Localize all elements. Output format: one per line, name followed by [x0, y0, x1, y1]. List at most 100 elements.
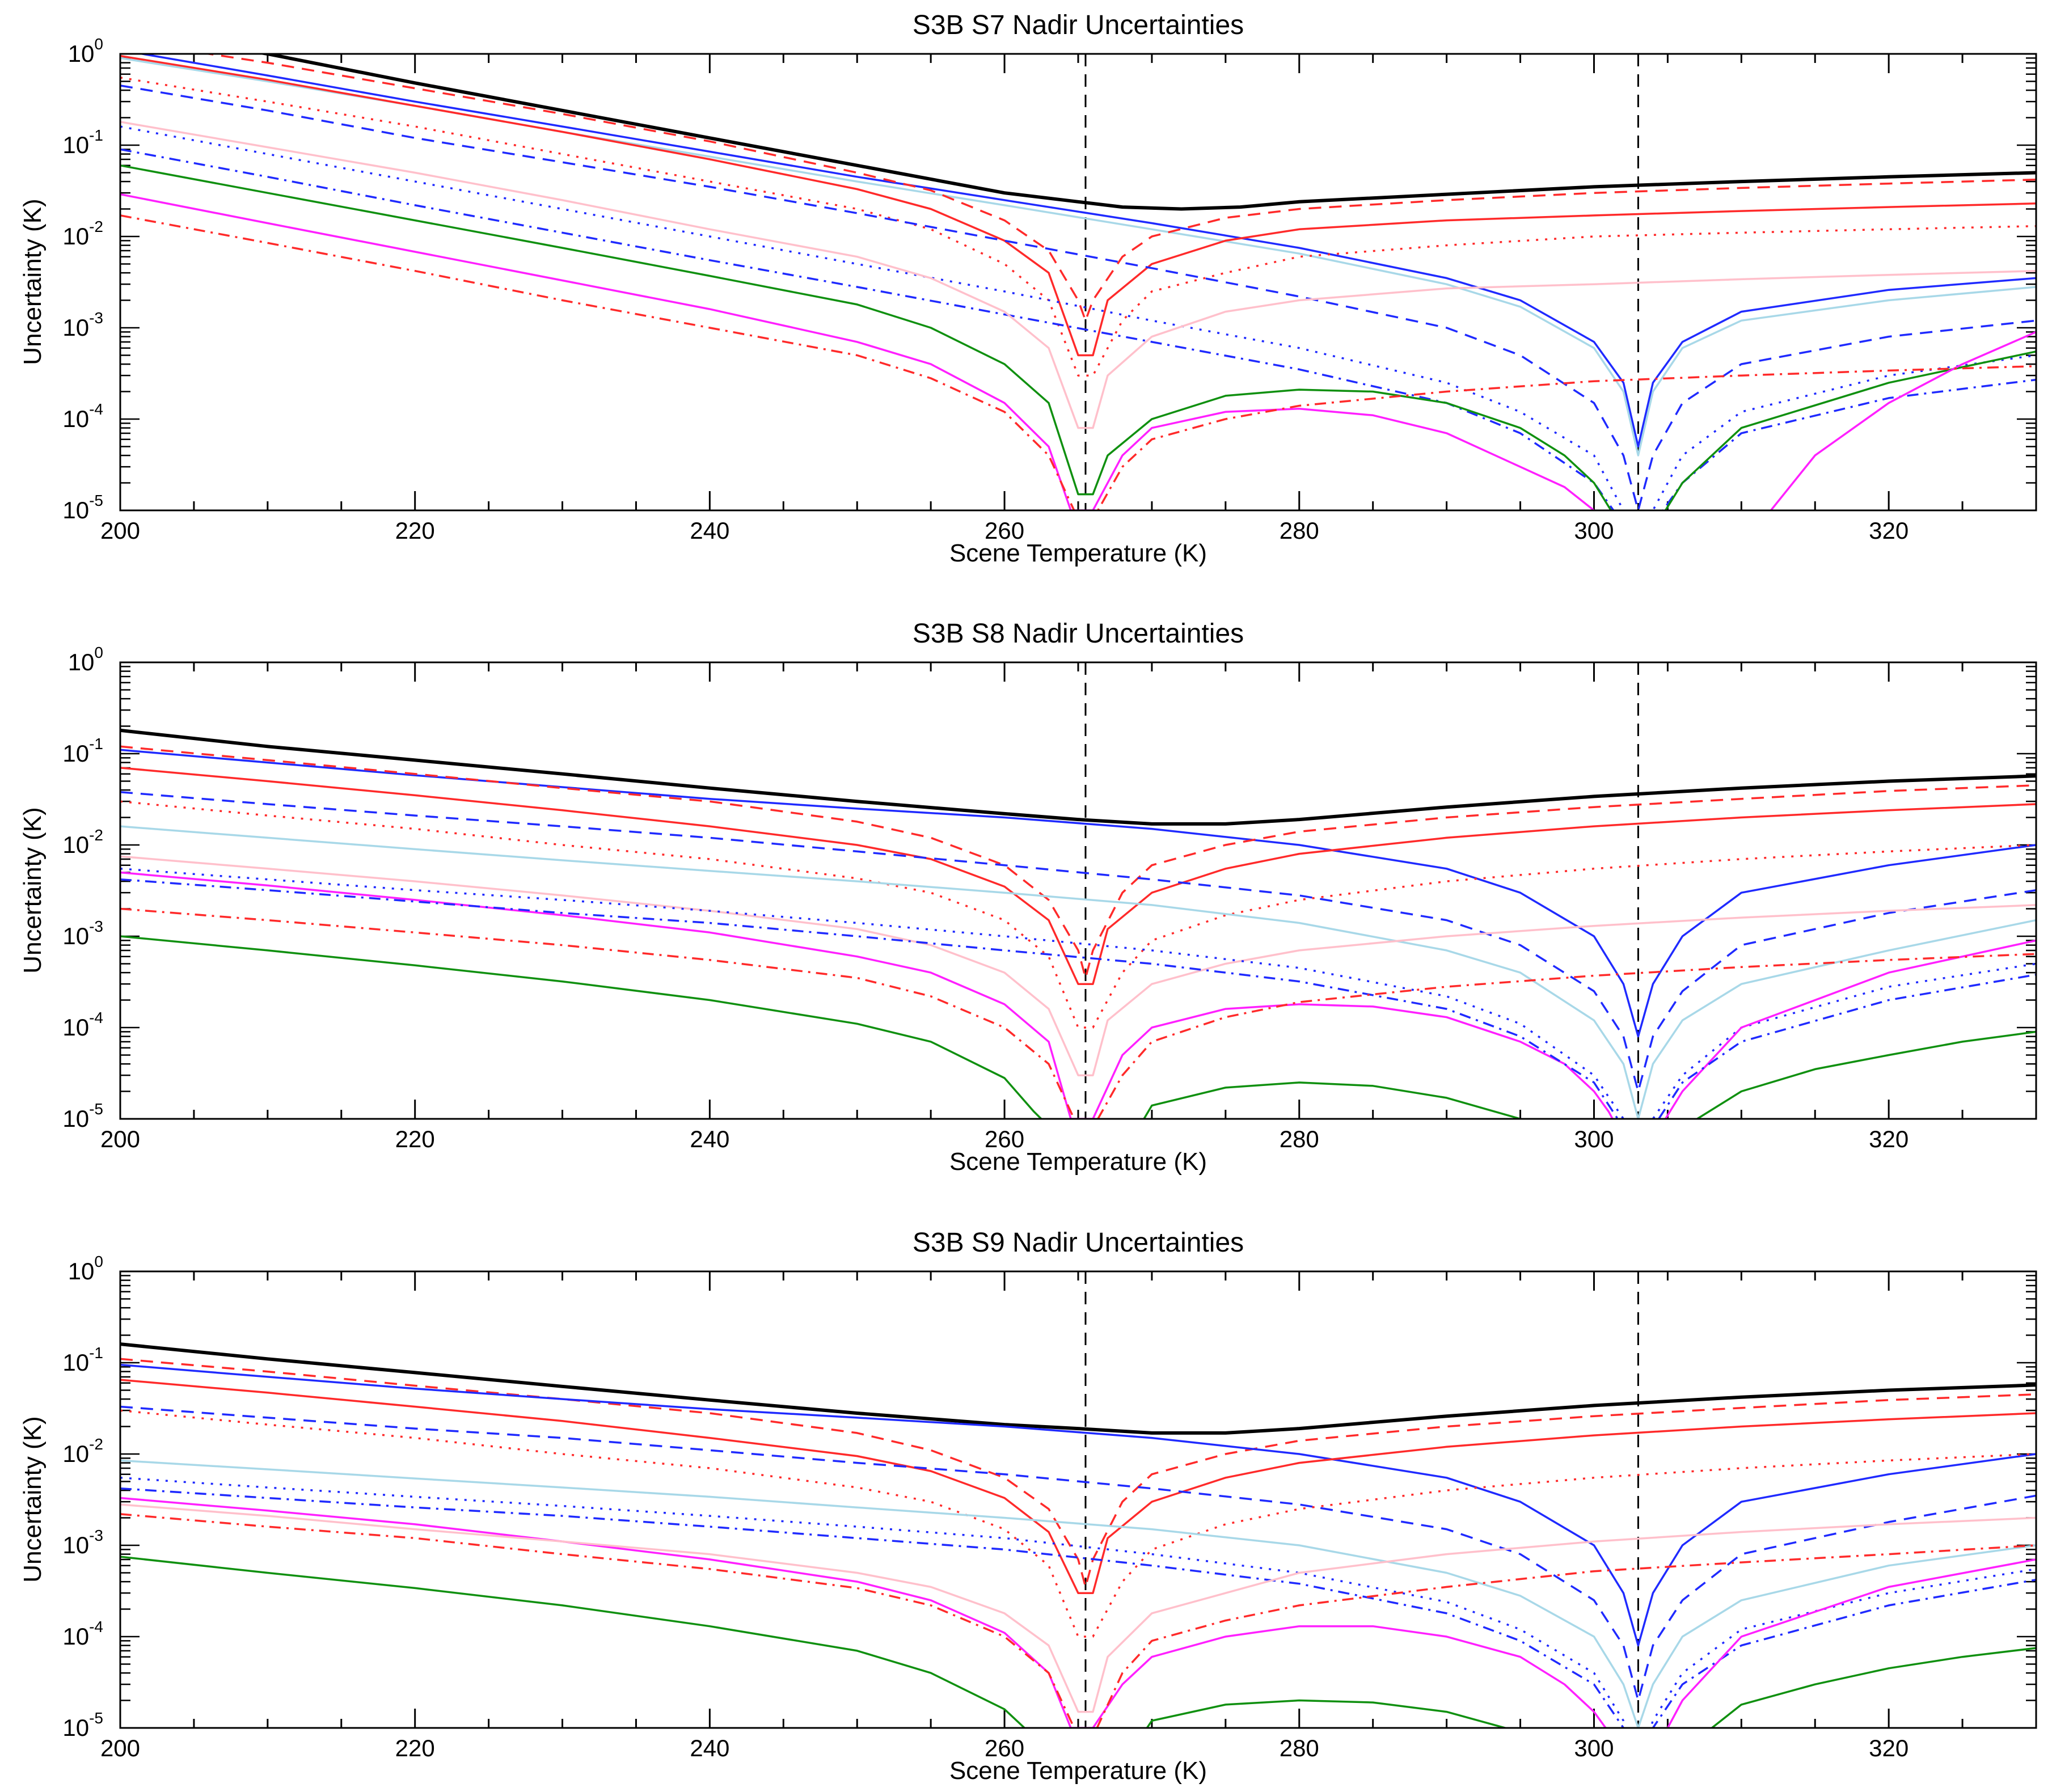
x-tick-label: 280: [1280, 1126, 1319, 1152]
axis-ticks: 200 220 240 260 280 300 320 100 10-1 10-2 10-3 10-4…: [62, 35, 2037, 544]
series-line: [120, 1379, 2036, 1594]
y-axis-label: Uncertainty (K): [19, 1416, 47, 1582]
y-tick-label: 100: [68, 644, 103, 675]
series-line: [120, 164, 2036, 510]
panel-title: S3B S9 Nadir Uncertainties: [913, 1228, 1244, 1258]
x-axis-label: Scene Temperature (K): [949, 1757, 1207, 1785]
x-tick-label: 300: [1574, 1126, 1614, 1152]
series-line: [120, 54, 2036, 357]
panel-s9: S3B S9 Nadir Uncertainties Scene Tempera…: [19, 1228, 2037, 1785]
x-axis-label: Scene Temperature (K): [949, 1148, 1207, 1176]
x-tick-label: 220: [395, 517, 435, 544]
series-line: [120, 1358, 2036, 1588]
y-tick-label: 10-4: [62, 1618, 103, 1650]
series-line: [120, 214, 2036, 510]
y-tick-label: 10-4: [62, 400, 103, 432]
reference-lines: [1084, 1271, 1639, 1728]
series-line: [120, 1497, 2036, 1728]
x-tick-label: 200: [100, 517, 140, 544]
panel-title: S3B S7 Nadir Uncertainties: [913, 10, 1244, 40]
series-line: [120, 1503, 2036, 1713]
y-tick-label: 10-4: [62, 1009, 103, 1041]
y-tick-label: 100: [68, 1253, 103, 1284]
series-line: [120, 878, 2036, 1119]
series-line: [120, 907, 2036, 1119]
x-tick-label: 280: [1280, 1735, 1319, 1761]
x-axis-label: Scene Temperature (K): [949, 539, 1207, 567]
series-line: [120, 121, 2036, 429]
series-line: [120, 84, 2036, 510]
series-line: [120, 1513, 2036, 1728]
x-tick-label: 300: [1574, 517, 1614, 544]
x-tick-label: 280: [1280, 517, 1319, 544]
series-line: [120, 800, 2036, 1029]
y-tick-label: 10-3: [62, 918, 103, 949]
series-line: [120, 57, 2036, 457]
series-line: [120, 1459, 2036, 1728]
axis-ticks: 200 220 240 260 280 300 320 100 10-1 10-2 10-3 10-4…: [62, 1253, 2037, 1761]
series-line: [256, 54, 2036, 211]
panel-title: S3B S8 Nadir Uncertainties: [913, 619, 1244, 649]
reference-lines: [1084, 662, 1639, 1119]
series-line: [120, 935, 2036, 1119]
series-line: [120, 825, 2036, 1119]
x-tick-label: 200: [100, 1126, 140, 1152]
series-line: [120, 148, 2036, 510]
y-tick-label: 10-5: [62, 492, 103, 523]
reference-lines: [1084, 54, 1639, 510]
series-line: [120, 77, 2036, 377]
series-line: [120, 1409, 2036, 1638]
series-lines: [120, 54, 2036, 510]
x-tick-label: 240: [690, 517, 729, 544]
series-line: [120, 1342, 2036, 1435]
series-line: [120, 791, 2036, 1093]
x-tick-label: 220: [395, 1735, 435, 1761]
x-tick-label: 200: [100, 1735, 140, 1761]
y-tick-label: 10-5: [62, 1709, 103, 1741]
y-tick-label: 10-2: [62, 1435, 103, 1467]
series-line: [120, 1405, 2036, 1702]
y-tick-label: 10-1: [62, 126, 103, 158]
series-line: [120, 1487, 2036, 1728]
series-line: [120, 767, 2036, 985]
x-tick-label: 320: [1869, 1735, 1909, 1761]
series-line: [120, 193, 2036, 510]
series-line: [120, 749, 2036, 1038]
x-tick-label: 300: [1574, 1735, 1614, 1761]
x-tick-label: 260: [985, 1126, 1024, 1152]
series-line: [120, 1556, 2036, 1728]
series-line: [120, 871, 2036, 1119]
panel-s7: S3B S7 Nadir Uncertainties Scene Tempera…: [19, 10, 2037, 567]
x-tick-label: 240: [690, 1126, 729, 1152]
series-line: [120, 745, 2036, 979]
x-tick-label: 260: [985, 1735, 1024, 1761]
x-tick-label: 260: [985, 517, 1024, 544]
y-tick-label: 100: [68, 35, 103, 67]
series-line: [120, 1363, 2036, 1647]
plot-frame: [119, 53, 2037, 512]
y-tick-label: 10-2: [62, 218, 103, 250]
x-tick-label: 320: [1869, 517, 1909, 544]
series-lines: [120, 728, 2036, 1119]
series-line: [202, 54, 2036, 322]
y-tick-label: 10-5: [62, 1100, 103, 1132]
y-tick-label: 10-2: [62, 826, 103, 858]
y-axis-label: Uncertainty (K): [19, 198, 47, 365]
y-tick-label: 10-3: [62, 309, 103, 341]
series-line: [120, 855, 2036, 1076]
y-axis-label: Uncertainty (K): [19, 807, 47, 973]
x-tick-label: 240: [690, 1735, 729, 1761]
axis-ticks: 200 220 240 260 280 300 320 100 10-1 10-2 10-3 10-4…: [62, 644, 2037, 1152]
series-line: [120, 728, 2036, 826]
x-tick-label: 220: [395, 1126, 435, 1152]
plot-frame: [119, 1270, 2037, 1729]
y-tick-label: 10-1: [62, 735, 103, 767]
x-tick-label: 320: [1869, 1126, 1909, 1152]
panel-s8: S3B S8 Nadir Uncertainties Scene Tempera…: [19, 619, 2037, 1176]
plot-frame: [119, 661, 2037, 1120]
y-tick-label: 10-1: [62, 1344, 103, 1376]
series-line: [136, 54, 2036, 448]
y-tick-label: 10-3: [62, 1527, 103, 1558]
series-lines: [120, 1342, 2036, 1728]
